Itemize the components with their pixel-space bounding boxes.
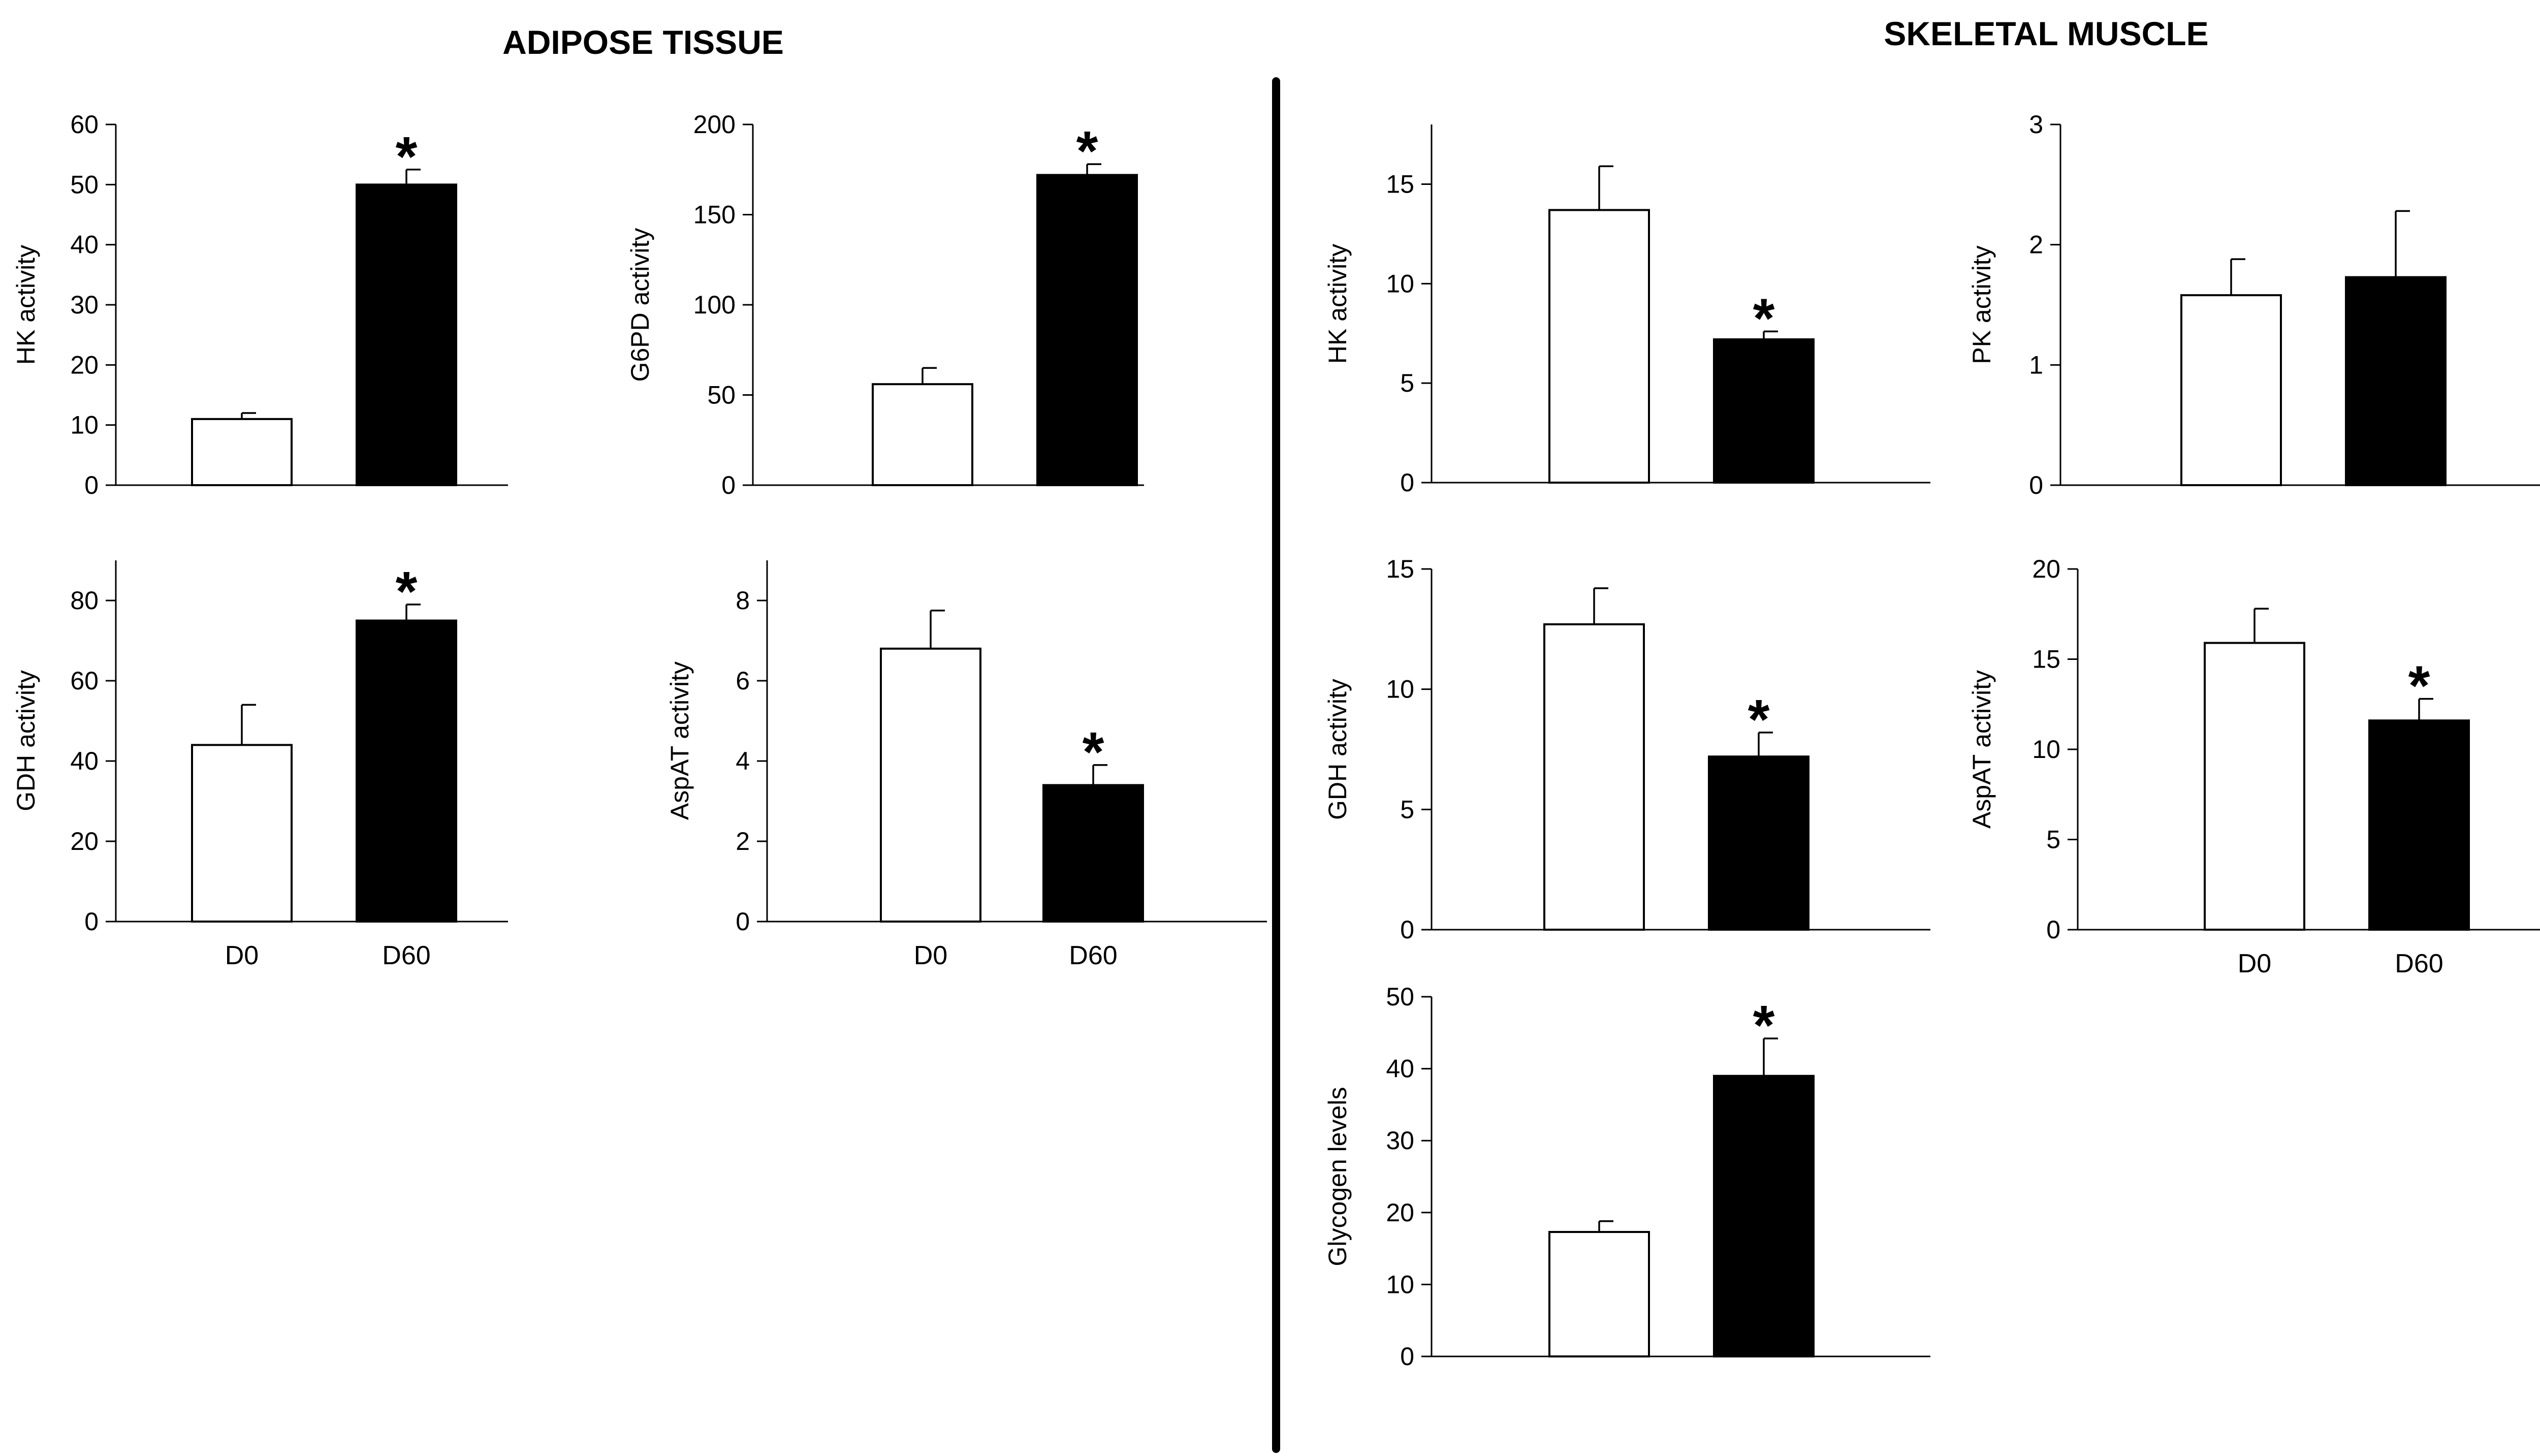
muscle-aspat-xtick-label-d60: D60	[2395, 949, 2443, 978]
muscle-aspat-ytick-label: 5	[2046, 826, 2060, 854]
muscle-glycogen-ytick-label: 50	[1386, 983, 1414, 1011]
adipose-section-title: ADIPOSE TISSUE	[502, 23, 784, 61]
muscle-glycogen-ytick-label: 40	[1386, 1055, 1414, 1083]
muscle-hk-ytick-label: 0	[1400, 468, 1414, 497]
adipose-g6pd-ytick-label: 50	[707, 381, 736, 409]
muscle-glycogen-significance-star: *	[1753, 994, 1775, 1057]
adipose-g6pd-ytick-label: 100	[693, 291, 736, 319]
adipose-gdh-ytick-label: 20	[70, 827, 99, 856]
adipose-aspat-ytick-label: 6	[736, 667, 750, 695]
adipose-gdh-ytick-label: 40	[70, 747, 99, 775]
muscle-section-title: SKELETAL MUSCLE	[1884, 15, 2208, 52]
muscle-gdh-ytick-label: 5	[1400, 795, 1414, 824]
muscle-aspat-bar-d0	[2204, 642, 2305, 931]
muscle-hk-chart: 0 5 10 15 HK activity *	[1323, 124, 1930, 497]
adipose-hk-ytick-label: 30	[70, 291, 99, 319]
adipose-gdh-bar-d0	[191, 744, 293, 923]
muscle-aspat-xtick-label-d0: D0	[2238, 949, 2271, 978]
muscle-glycogen-bar-d0	[1548, 1231, 1650, 1357]
muscle-pk-bar-d60	[2345, 276, 2447, 486]
muscle-hk-significance-star: *	[1753, 287, 1775, 350]
muscle-glycogen-ytick-label: 0	[1400, 1342, 1414, 1371]
adipose-hk-ytick-label: 20	[70, 351, 99, 379]
adipose-aspat-bar-d60	[1042, 784, 1144, 923]
muscle-pk-y-axis-label: PK activity	[1967, 245, 1996, 364]
adipose-g6pd-bar-d0	[872, 383, 973, 487]
muscle-aspat-chart: 0 5 10 15 20 AspAT activity D0 * D60	[1967, 555, 2540, 978]
adipose-aspat-ytick-label: 0	[736, 907, 750, 936]
adipose-aspat-ytick-label: 2	[736, 827, 750, 856]
adipose-gdh-y-axis-label: GDH activity	[12, 670, 40, 811]
adipose-gdh-xtick-label-d0: D0	[225, 941, 259, 970]
adipose-g6pd-bar-d60	[1036, 174, 1138, 486]
adipose-aspat-bar-d0	[880, 647, 981, 923]
adipose-aspat-significance-star: *	[1083, 721, 1104, 783]
muscle-pk-chart: 0 1 2 3 PK activity	[1967, 110, 2540, 499]
muscle-glycogen-y-axis-label: Glycogen levels	[1323, 1087, 1352, 1267]
muscle-gdh-ytick-label: 15	[1386, 555, 1414, 583]
muscle-aspat-ytick-label: 20	[2032, 555, 2060, 583]
muscle-aspat-ytick-label: 10	[2032, 735, 2060, 764]
adipose-g6pd-chart: 0 50 100 150 200 G6PD activity *	[626, 110, 1144, 499]
muscle-glycogen-ytick-label: 30	[1386, 1126, 1414, 1155]
muscle-aspat-bar-d60	[2368, 719, 2470, 931]
adipose-aspat-y-axis-label: AspAT activity	[665, 661, 694, 820]
muscle-gdh-ytick-label: 0	[1400, 915, 1414, 944]
muscle-glycogen-bar-d60	[1713, 1074, 1815, 1357]
adipose-gdh-bar-d60	[356, 619, 457, 923]
muscle-gdh-ytick-label: 10	[1386, 675, 1414, 704]
muscle-glycogen-ytick-label: 10	[1386, 1270, 1414, 1299]
muscle-aspat-y-axis-label: AspAT activity	[1967, 670, 1996, 829]
adipose-hk-chart: 0 10 20 30 40 50 60 HK activity *	[12, 110, 508, 499]
muscle-gdh-bar-d0	[1543, 623, 1645, 931]
muscle-pk-bar-d0	[2180, 294, 2282, 486]
adipose-g6pd-y-axis-label: G6PD activity	[626, 228, 654, 382]
adipose-g6pd-ytick-label: 150	[693, 201, 736, 229]
muscle-gdh-significance-star: *	[1748, 688, 1770, 751]
muscle-pk-ytick-label: 2	[2029, 231, 2043, 259]
muscle-hk-ytick-label: 5	[1400, 369, 1414, 397]
adipose-hk-ytick-label: 10	[70, 411, 99, 439]
adipose-aspat-xtick-label-d0: D0	[914, 941, 947, 970]
muscle-gdh-chart: 0 5 10 15 GDH activity *	[1323, 555, 1930, 944]
adipose-gdh-chart: 0 20 40 60 80 GDH activity D0 * D60	[12, 560, 508, 970]
muscle-hk-ytick-label: 10	[1386, 269, 1414, 298]
adipose-hk-y-axis-label: HK activity	[12, 245, 40, 365]
adipose-hk-bar-d0	[191, 418, 293, 486]
muscle-aspat-ytick-label: 15	[2032, 645, 2060, 674]
adipose-hk-ytick-label: 50	[70, 170, 99, 199]
adipose-gdh-xtick-label-d60: D60	[382, 941, 430, 970]
adipose-hk-bar-d60	[356, 183, 457, 487]
muscle-gdh-y-axis-label: GDH activity	[1323, 679, 1352, 820]
muscle-hk-bar-d0	[1548, 209, 1650, 484]
adipose-aspat-ytick-label: 4	[736, 747, 750, 775]
muscle-glycogen-chart: 0 10 20 30 40 50 Glycogen levels *	[1323, 983, 1930, 1371]
muscle-pk-ytick-label: 0	[2029, 471, 2043, 499]
muscle-aspat-ytick-label: 0	[2046, 915, 2060, 944]
adipose-hk-ytick-label: 60	[70, 110, 99, 139]
adipose-hk-ytick-label: 40	[70, 231, 99, 259]
adipose-gdh-ytick-label: 60	[70, 667, 99, 695]
adipose-aspat-chart: 0 2 4 6 8 AspAT activity D0 * D60	[665, 560, 1267, 970]
adipose-gdh-significance-star: *	[396, 560, 418, 623]
muscle-pk-ytick-label: 3	[2029, 110, 2043, 139]
adipose-hk-ytick-label: 0	[84, 471, 99, 499]
adipose-g6pd-ytick-label: 200	[693, 110, 736, 139]
adipose-gdh-ytick-label: 80	[70, 586, 99, 615]
adipose-aspat-ytick-label: 8	[736, 586, 750, 615]
muscle-hk-y-axis-label: HK activity	[1323, 244, 1352, 364]
muscle-pk-ytick-label: 1	[2029, 351, 2043, 379]
adipose-hk-significance-star: *	[396, 125, 418, 188]
muscle-glycogen-ytick-label: 20	[1386, 1198, 1414, 1227]
muscle-hk-bar-d60	[1713, 338, 1815, 484]
muscle-aspat-significance-star: *	[2408, 655, 2430, 717]
muscle-hk-ytick-label: 15	[1386, 170, 1414, 199]
adipose-gdh-ytick-label: 0	[84, 907, 99, 936]
muscle-gdh-bar-d60	[1708, 755, 1809, 931]
adipose-aspat-xtick-label-d60: D60	[1069, 941, 1117, 970]
adipose-g6pd-ytick-label: 0	[721, 471, 736, 499]
adipose-g6pd-significance-star: *	[1076, 120, 1098, 182]
